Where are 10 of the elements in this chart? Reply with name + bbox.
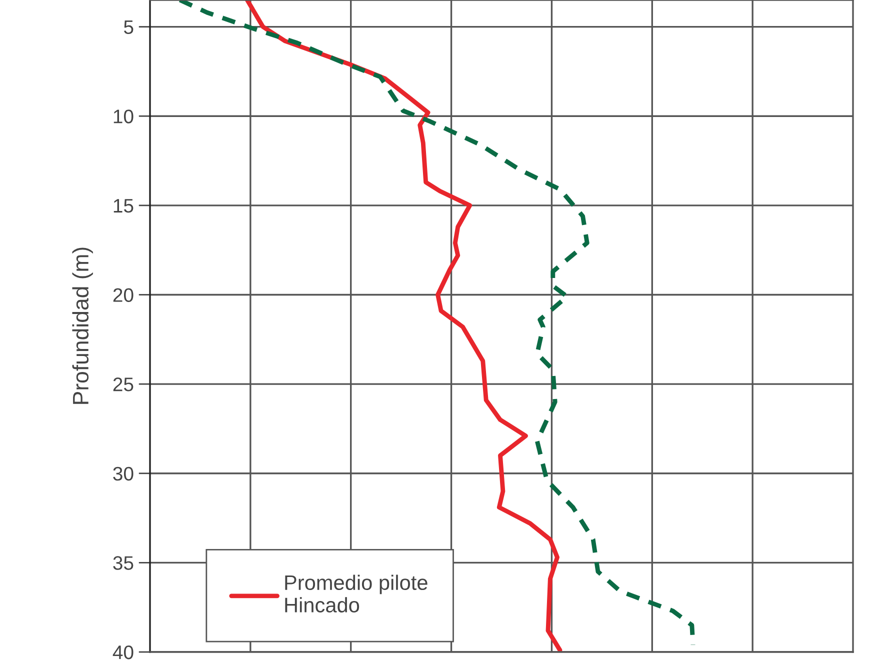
- y-tick-label: 5: [124, 20, 134, 34]
- y-tick-label: 25: [113, 378, 134, 392]
- y-tick-label: 20: [113, 288, 134, 302]
- y-tick-label: 15: [114, 199, 134, 213]
- legend-label: Promedio pilote Hincado: [285, 574, 428, 612]
- y-tick-label: 35: [113, 556, 134, 570]
- y-axis-title: Profundidad (m): [72, 248, 93, 404]
- y-tick-label: 10: [114, 110, 134, 124]
- y-tick-label: 30: [113, 466, 134, 481]
- y-tick-label: 40: [112, 645, 134, 660]
